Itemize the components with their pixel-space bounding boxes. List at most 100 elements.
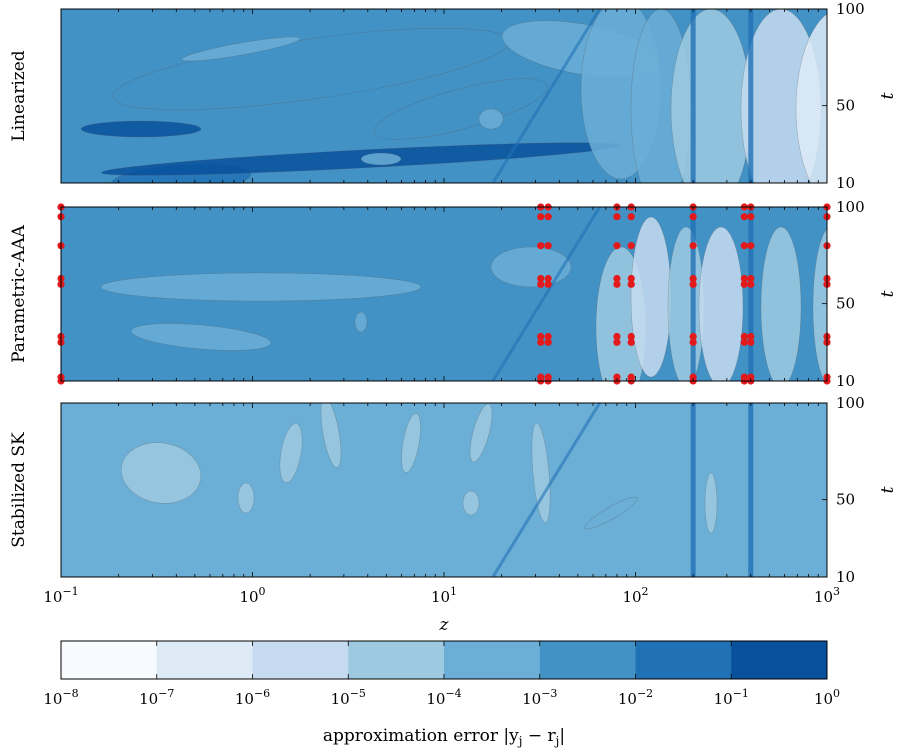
interpolation-point — [613, 338, 621, 346]
colorbar-segment — [252, 641, 349, 679]
resonance-band — [748, 403, 754, 577]
x-tick-label: 10−1 — [43, 585, 78, 606]
row-label: Parametric-AAA — [9, 224, 29, 362]
x-tick-label: 103 — [814, 585, 840, 606]
x-tick-label: 102 — [622, 585, 648, 606]
colorbar-tick-label: 10−2 — [618, 687, 653, 708]
interpolation-point — [613, 242, 621, 250]
colorbar-tick-label: 10−8 — [43, 687, 78, 708]
error-contour-region — [760, 226, 802, 381]
colorbar-label-sub1: j — [517, 734, 523, 748]
y-tick-label: 10 — [836, 372, 855, 390]
interpolation-point — [537, 242, 545, 250]
interpolation-point — [537, 373, 545, 381]
panel-3: 10 50 100 t Stabilized SK — [9, 394, 898, 586]
interpolation-point — [740, 338, 748, 346]
error-contour-region — [181, 36, 301, 62]
y-tick-label: 10 — [836, 174, 855, 192]
y-tick-label: 100 — [836, 394, 865, 412]
error-contour-region — [279, 423, 303, 483]
colorbar-segment — [635, 641, 732, 679]
y-tick-label: 50 — [836, 491, 855, 509]
error-contour-region — [130, 323, 272, 351]
colorbar-label-mid: − r — [522, 726, 556, 746]
interpolation-point — [747, 274, 755, 283]
y-tick-label: 100 — [836, 0, 865, 18]
interpolation-point — [747, 213, 755, 221]
interpolation-point — [627, 373, 635, 381]
interpolation-point — [544, 242, 552, 250]
row-label: Linearized — [9, 50, 29, 141]
error-contour-region — [401, 413, 421, 473]
resonance-band — [690, 207, 696, 381]
interpolation-point — [689, 338, 697, 346]
interpolation-point — [627, 213, 635, 221]
error-contour-region — [469, 403, 493, 463]
colorbar-tick-label: 10−1 — [714, 687, 749, 708]
x-tick-label: 100 — [239, 585, 265, 606]
colorbar-label-sub2: j — [554, 734, 560, 748]
interpolation-point — [613, 373, 621, 381]
interpolation-point — [740, 373, 748, 381]
colorbar-segment — [348, 641, 445, 679]
interpolation-point — [537, 213, 545, 221]
interpolation-point — [537, 332, 545, 341]
x-axis-label: z — [439, 615, 450, 635]
colorbar-segment — [61, 641, 158, 679]
interpolation-point — [627, 332, 635, 341]
colorbar-label-end: | — [559, 726, 565, 746]
interpolation-point — [627, 242, 635, 250]
colorbar-segment — [731, 641, 828, 679]
colorbar-tick-label: 10−3 — [522, 687, 557, 708]
y-axis-label: t — [878, 290, 898, 297]
interpolation-point — [544, 332, 552, 341]
interpolation-point — [537, 280, 545, 288]
panel-1: 10 50 100 t Linearized — [9, 0, 898, 192]
error-crest-line — [491, 9, 601, 183]
error-contour-region — [795, 13, 827, 183]
colorbar-segment — [444, 641, 541, 679]
colorbar-tick-label: 10−4 — [426, 687, 461, 708]
interpolation-point — [747, 338, 755, 346]
interpolation-point — [544, 338, 552, 346]
error-contour-region — [698, 226, 744, 381]
interpolation-point — [689, 242, 697, 250]
interpolation-point — [689, 373, 697, 381]
colorbar-segment — [539, 641, 636, 679]
interpolation-point — [544, 274, 552, 283]
error-contour-region — [462, 490, 480, 516]
interpolation-point — [740, 213, 748, 221]
error-contour-region — [667, 226, 705, 381]
error-contour-region — [490, 246, 572, 288]
resonance-band — [748, 9, 754, 183]
error-contour-region — [630, 216, 672, 378]
error-contour-region — [670, 9, 752, 183]
interpolation-point — [747, 242, 755, 250]
y-axis-label: t — [878, 92, 898, 99]
y-tick-label: 50 — [836, 295, 855, 313]
error-contour-region — [584, 496, 638, 530]
error-crest-line — [491, 403, 601, 577]
error-contour-region — [100, 272, 422, 302]
x-tick-label: 101 — [431, 585, 457, 606]
interpolation-point — [613, 332, 621, 341]
panel-2: 10 50 100 t Parametric-AAA — [9, 198, 898, 390]
y-axis-label: t — [878, 486, 898, 493]
interpolation-point — [613, 280, 621, 288]
y-tick-label: 10 — [836, 568, 855, 586]
interpolation-point — [537, 338, 545, 346]
interpolation-point — [544, 280, 552, 288]
colorbar-tick-label: 10−7 — [139, 687, 174, 708]
error-contour-region — [80, 120, 202, 138]
interpolation-point — [689, 274, 697, 283]
error-contour-region — [704, 472, 718, 534]
error-contour-region — [531, 422, 551, 524]
interpolation-point — [627, 280, 635, 288]
error-contour-region — [320, 403, 342, 468]
colorbar-label-text: approximation error |y — [323, 726, 519, 746]
interpolation-point — [740, 242, 748, 250]
colorbar-segment — [156, 641, 253, 679]
interpolation-point — [544, 373, 552, 381]
interpolation-point — [740, 332, 748, 341]
